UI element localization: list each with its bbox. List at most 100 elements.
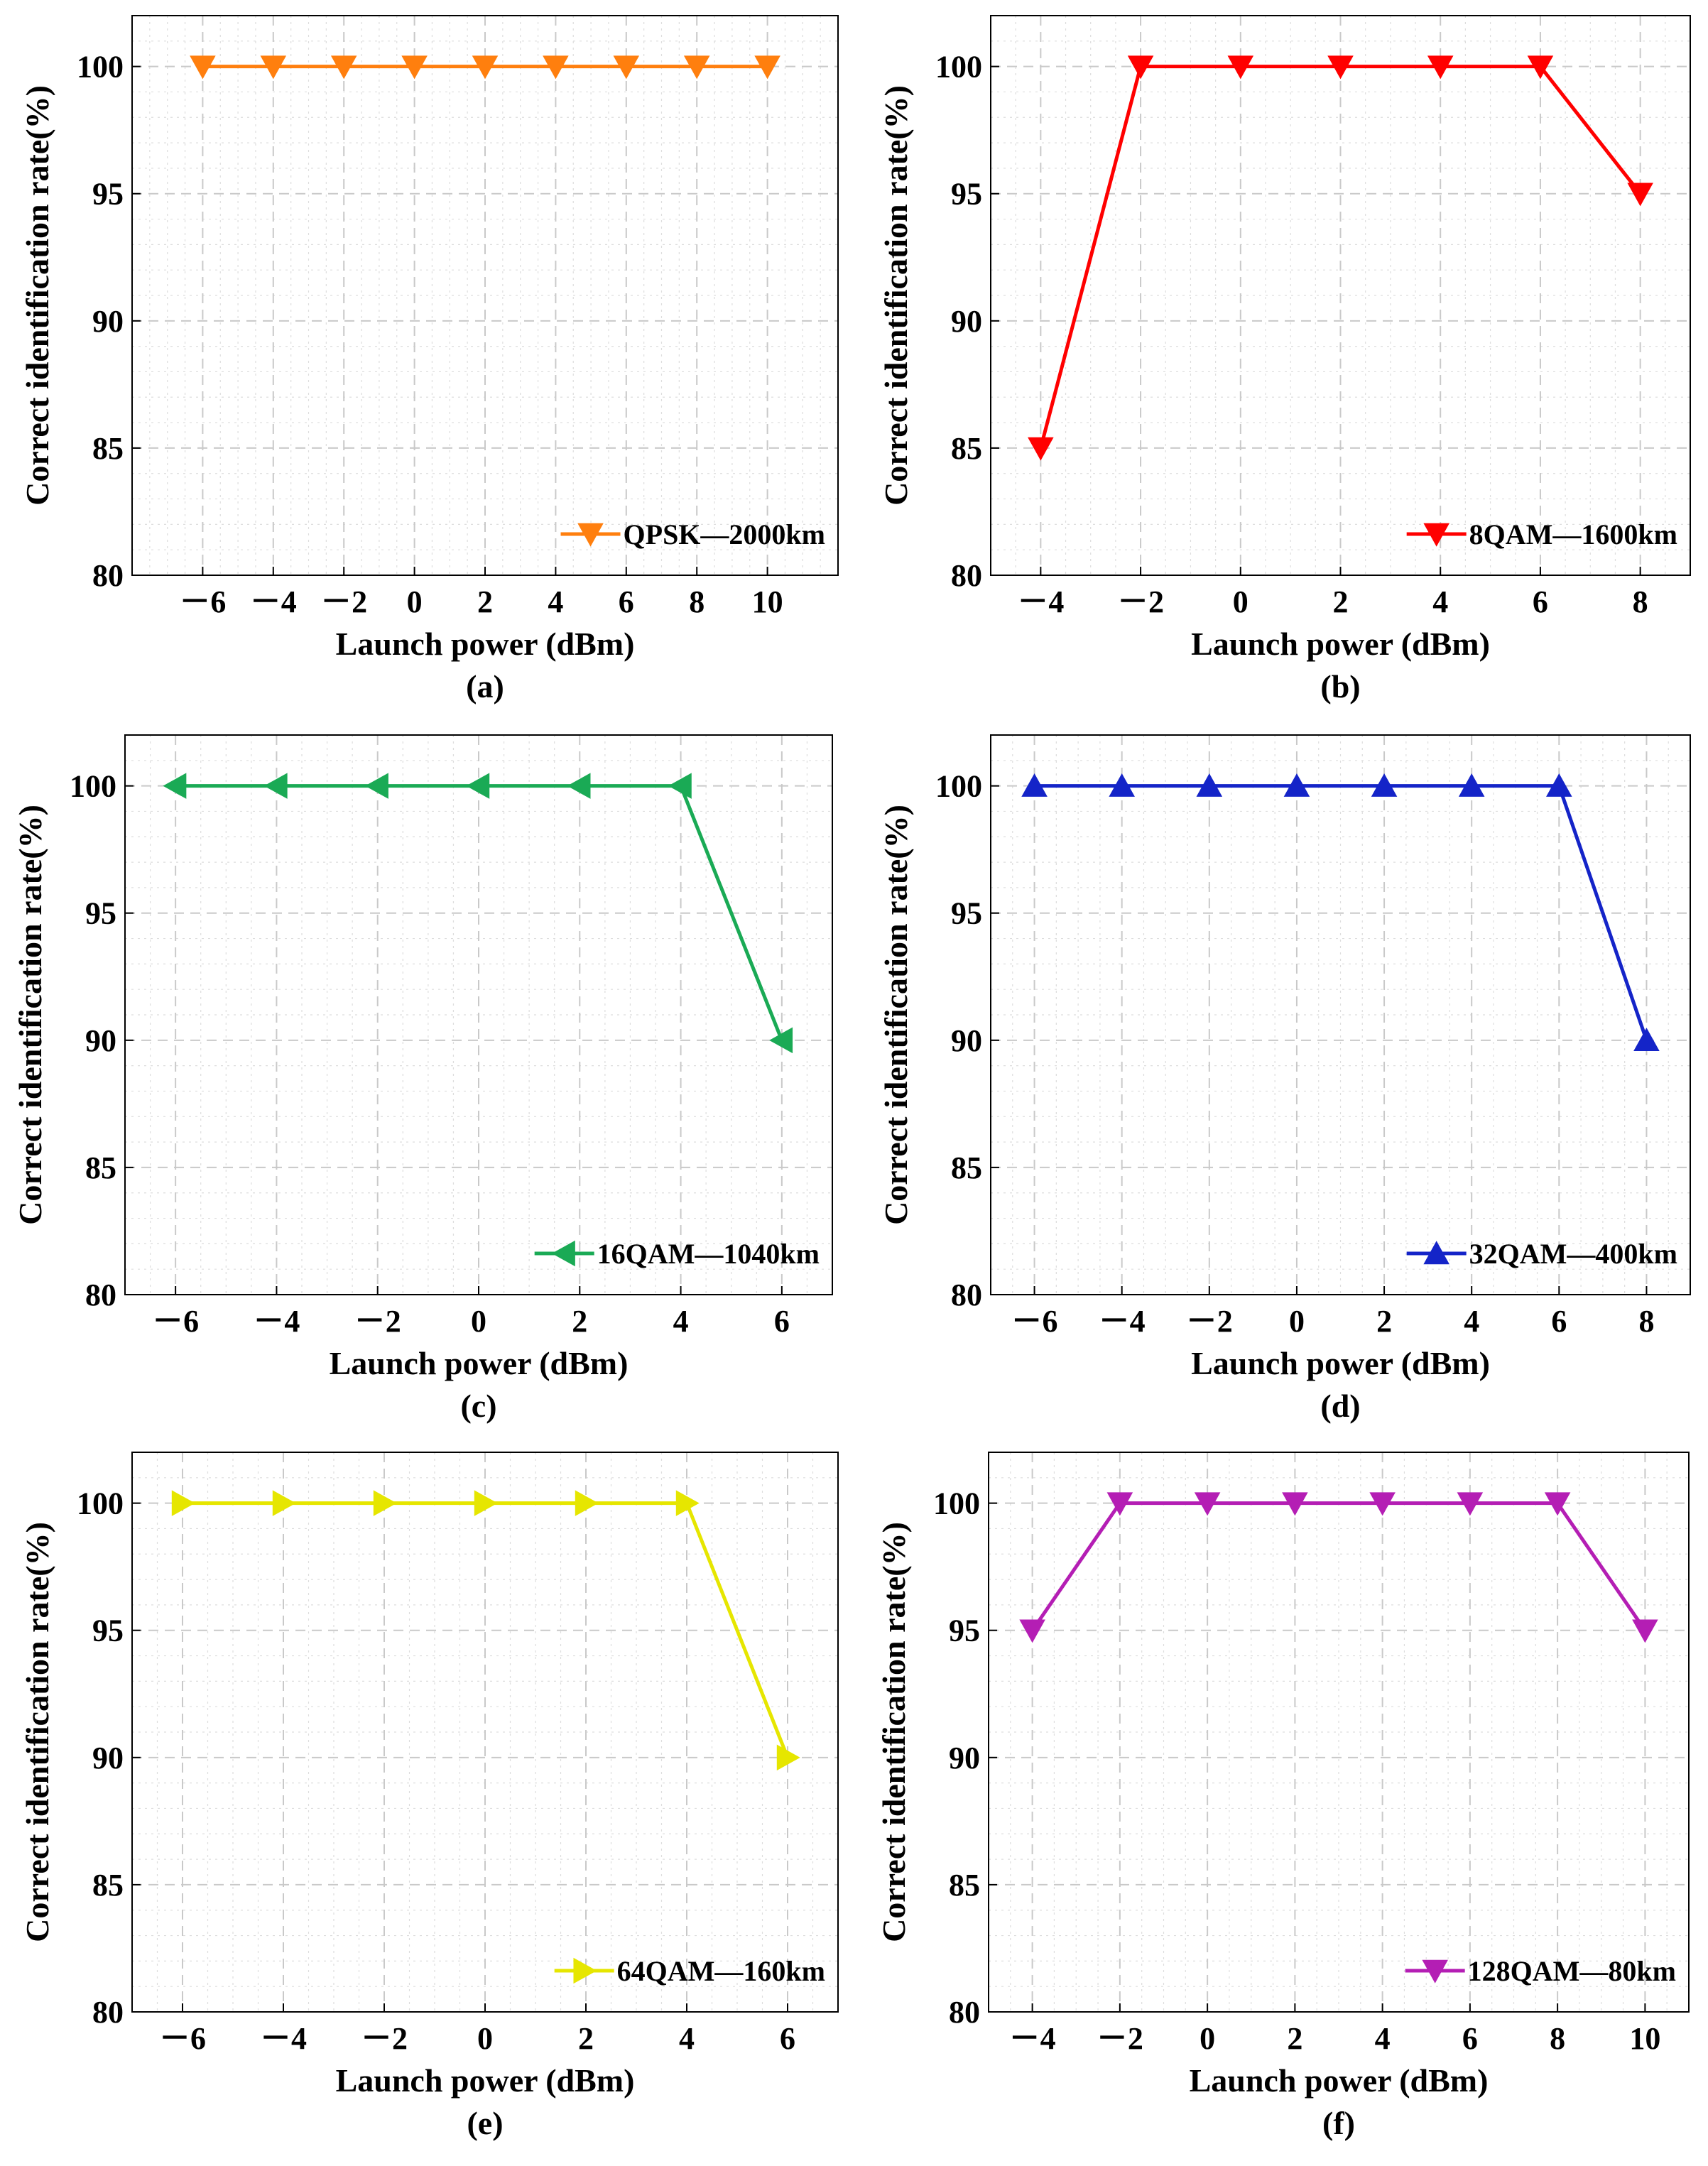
chart-panel-5: 80 85 90 95 100 －6 －4 －2 0 2 4 6 Launch power (dBm) C… (19, 1452, 839, 2141)
legend-label: 32QAM—400km (1469, 1238, 1677, 1270)
x-axis-label: Launch power (dBm) (336, 2062, 635, 2099)
y-axis-label: Correct identification rate(%) (878, 85, 914, 506)
y-tick-label: 85 (92, 1868, 124, 1903)
x-tick-label: －6 (1011, 1304, 1058, 1339)
data-point (1194, 1492, 1221, 1516)
data-point (1127, 55, 1154, 80)
legend-marker (573, 1957, 597, 1984)
x-tick-label: 2 (477, 584, 493, 619)
data-point (1371, 773, 1398, 797)
x-tick-label: －2 (1097, 2021, 1143, 2056)
x-tick-label: 8 (1638, 1304, 1654, 1339)
y-tick-label: 95 (92, 177, 124, 212)
y-tick-label: 95 (951, 177, 982, 212)
y-tick-label: 80 (951, 558, 982, 593)
data-point (1106, 1492, 1133, 1516)
x-tick-label: －4 (253, 1304, 300, 1339)
y-axis-label: Correct identification rate(%) (19, 85, 55, 506)
x-tick-label: 8 (1633, 584, 1648, 619)
x-tick-label: 0 (407, 584, 423, 619)
data-point (1457, 1492, 1484, 1516)
y-tick-label: 90 (85, 1023, 116, 1058)
data-point (163, 773, 187, 799)
x-tick-label: －2 (320, 584, 367, 619)
data-point (1283, 773, 1310, 797)
x-tick-label: 4 (548, 584, 563, 619)
data-point (613, 55, 640, 80)
data-point (1633, 1028, 1660, 1052)
chart-panel-3: 80 85 90 95 100 －6 －4 －2 0 2 4 6 Launch power (dBm) C… (12, 734, 833, 1424)
y-tick-label: 85 (949, 1868, 980, 1903)
y-tick-label: 85 (951, 431, 982, 466)
x-tick-label: 2 (1376, 1304, 1392, 1339)
x-tick-label: －6 (152, 1304, 199, 1339)
x-tick-label: 4 (679, 2021, 695, 2056)
panel-label: (f) (1322, 2105, 1355, 2141)
y-axis-label: Correct identification rate(%) (876, 1522, 912, 1942)
x-tick-label: 6 (1551, 1304, 1567, 1339)
x-tick-label: －4 (250, 584, 297, 619)
x-tick-label: 2 (578, 2021, 594, 2056)
y-tick-label: 80 (85, 1278, 116, 1312)
x-tick-label: －2 (1117, 584, 1164, 619)
y-tick-label: 90 (92, 304, 124, 339)
data-point (1109, 773, 1135, 797)
y-axis-label: Correct identification rate(%) (878, 805, 914, 1225)
y-tick-label: 80 (92, 1995, 124, 2030)
chart-panel-4: 80 85 90 95 100 －6 －4 －2 0 2 4 6 8 Launch power (dBm)… (878, 734, 1691, 1424)
x-tick-label: 4 (1375, 2021, 1391, 2056)
grid (125, 735, 832, 1295)
data-point (330, 55, 357, 80)
y-axis-label: Correct identification rate(%) (12, 805, 48, 1225)
legend-label: 8QAM—1600km (1469, 518, 1677, 550)
x-axis-label: Launch power (dBm) (1191, 1345, 1490, 1381)
x-tick-label: －2 (361, 2021, 408, 2056)
x-tick-label: 10 (1629, 2021, 1660, 2056)
y-tick-label: 95 (85, 896, 116, 931)
series-line (1030, 1501, 1647, 1632)
y-tick-label: 95 (951, 896, 982, 931)
y-tick-label: 95 (949, 1613, 980, 1648)
data-point (1028, 437, 1054, 461)
y-tick-label: 90 (951, 1023, 982, 1058)
data-point (543, 55, 569, 80)
x-tick-label: 0 (477, 2021, 493, 2056)
legend-marker (1422, 1959, 1448, 1983)
chart-panel-2: 80 85 90 95 100 －4 －2 0 2 4 6 8 Launch power (dBm) Co… (878, 15, 1691, 704)
data-point (1427, 55, 1454, 80)
x-axis-label: Launch power (dBm) (330, 1345, 629, 1381)
panel-label: (c) (460, 1388, 496, 1424)
legend-marker (577, 523, 604, 547)
x-tick-label: 10 (752, 584, 783, 619)
y-tick-label: 95 (92, 1613, 124, 1648)
data-point (272, 1490, 296, 1516)
data-point (474, 1490, 498, 1516)
data-point (1021, 773, 1048, 797)
legend-label: 16QAM—1040km (597, 1238, 820, 1270)
chart-panel-1: 80 85 90 95 100 －6 －4 －2 0 2 4 6 8 10 Launch power (dB… (19, 15, 839, 704)
x-tick-label: 4 (673, 1304, 689, 1339)
x-tick-label: －6 (159, 2021, 206, 2056)
data-point (1627, 183, 1653, 207)
data-point (1227, 55, 1254, 80)
data-point (1369, 1492, 1396, 1516)
data-point (668, 773, 692, 799)
x-tick-label: －4 (1017, 584, 1064, 619)
x-axis-label: Launch power (dBm) (336, 626, 635, 662)
panel-label: (b) (1320, 668, 1360, 704)
panel-label: (a) (466, 668, 504, 704)
legend-marker (1423, 523, 1449, 547)
y-tick-label: 80 (951, 1278, 982, 1312)
x-axis-label: Launch power (dBm) (1191, 626, 1490, 662)
data-point (1527, 55, 1554, 80)
legend-marker (551, 1240, 575, 1267)
y-tick-label: 100 (935, 50, 982, 85)
data-point (1327, 55, 1354, 80)
x-tick-label: 0 (1289, 1304, 1305, 1339)
x-tick-label: 0 (1233, 584, 1249, 619)
x-tick-label: －2 (1186, 1304, 1233, 1339)
x-tick-label: －4 (1009, 2021, 1056, 2056)
data-point (1546, 773, 1572, 797)
y-tick-label: 90 (949, 1741, 980, 1775)
x-tick-label: 6 (619, 584, 634, 619)
